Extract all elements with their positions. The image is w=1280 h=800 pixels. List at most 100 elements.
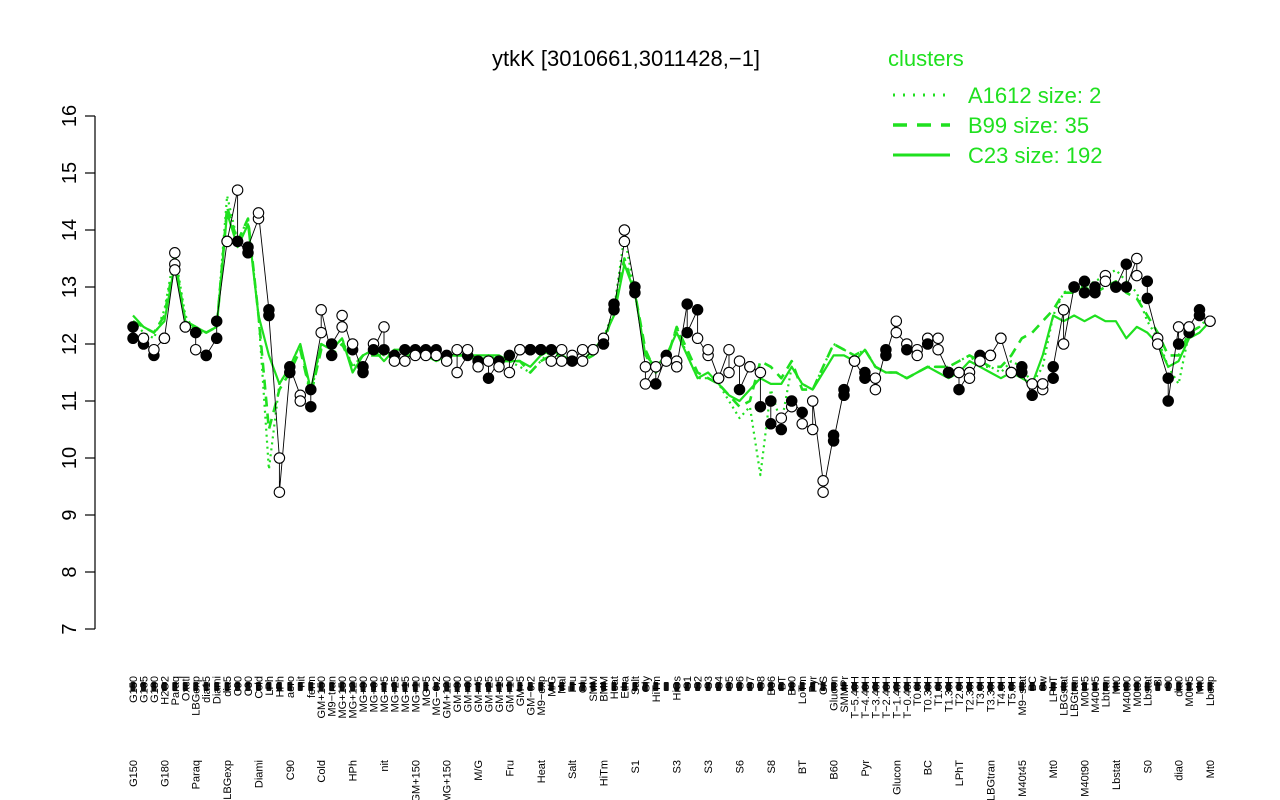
data-point [1141, 292, 1154, 305]
x-tick-mark [831, 682, 837, 691]
x-tick-mark [883, 682, 889, 691]
x-tick-mark [705, 682, 711, 691]
data-point [796, 418, 808, 430]
y-tick-label: 10 [59, 447, 81, 469]
data-point [869, 372, 882, 384]
x-tick-mark [862, 682, 868, 691]
data-point [535, 343, 547, 356]
x-tick-label: T3.0H [975, 676, 987, 706]
x-tick-mark [360, 682, 366, 691]
data-point [1047, 361, 1059, 373]
x-tick-label: MG+150 [442, 760, 454, 800]
x-tick-label: Lbstat [1111, 760, 1123, 790]
x-tick-label: S3 [703, 760, 715, 773]
data-point [650, 361, 662, 373]
data-point [514, 343, 526, 356]
x-tick-label: Mal [557, 676, 569, 694]
data-point [1057, 338, 1070, 350]
x-tick-mark [151, 682, 157, 691]
x-tick-label: C90 [233, 676, 245, 696]
x-tick-label: C30 [243, 676, 255, 696]
x-tick-label: Salt [630, 676, 642, 695]
x-tick-label: M40t45 [1017, 760, 1029, 797]
x-tick-label: HiTm [599, 760, 611, 786]
data-point [775, 412, 788, 424]
data-point [806, 395, 819, 407]
x-tick-label: MG+60 [368, 676, 380, 712]
data-point [294, 395, 307, 407]
x-tick-label: MG−0.2 [431, 676, 443, 715]
x-tick-mark [454, 682, 460, 691]
data-point [890, 315, 903, 327]
x-tick-mark [203, 682, 209, 691]
x-tick-label: M40t90 [1080, 760, 1092, 797]
data-point [399, 343, 411, 356]
x-tick-label: Diami [212, 676, 224, 704]
x-tick-mark [1061, 682, 1067, 691]
data-point [1172, 338, 1185, 350]
x-tick-label: M/G [473, 760, 485, 781]
x-tick-label: MG+5 [421, 676, 433, 706]
data-point [723, 366, 735, 379]
x-tick-label: Paraq [170, 676, 182, 705]
x-tick-label: S4 [714, 676, 726, 689]
x-tick-mark [946, 682, 952, 691]
x-tick-label: LBGtran [985, 760, 997, 800]
x-tick-mark [904, 682, 910, 691]
legend-title: clusters [888, 46, 964, 71]
x-tick-label: S6 [734, 760, 746, 773]
x-tick-label: T−1.40H [891, 676, 903, 719]
x-tick-label: T0.0H [912, 676, 924, 706]
data-point [148, 343, 160, 356]
x-tick-mark [412, 682, 418, 691]
y-tick-label: 9 [59, 509, 81, 520]
x-tick-mark [820, 682, 826, 691]
data-point [336, 321, 348, 333]
x-tick-mark [161, 682, 167, 691]
x-tick-mark [914, 682, 920, 691]
x-tick-label: H2O2 [159, 676, 171, 705]
x-tick-mark [172, 682, 178, 691]
x-tick-label: B60 [787, 676, 799, 696]
data-point [639, 361, 652, 373]
data-point [420, 349, 432, 362]
x-tick-mark [1082, 682, 1088, 691]
x-tick-mark [548, 682, 554, 691]
x-tick-mark [716, 682, 722, 691]
x-tick-label: LBGexp [191, 676, 203, 716]
x-tick-label: GM+120 [442, 676, 454, 719]
x-tick-mark [381, 682, 387, 691]
x-tick-mark [1144, 682, 1150, 691]
x-tick-label: B60 [829, 760, 841, 780]
x-tick-mark [297, 682, 303, 691]
data-point [1068, 281, 1080, 293]
x-tick-mark [1008, 682, 1014, 691]
x-tick-mark [433, 682, 439, 691]
data-point [901, 343, 913, 356]
data-point [880, 349, 892, 362]
x-tick-mark [1123, 682, 1129, 691]
data-point [378, 343, 390, 356]
data-point [325, 349, 338, 362]
x-tick-label: Heat [609, 676, 621, 699]
x-tick-label: LPhT [954, 760, 966, 787]
x-tick-label: dia5 [222, 676, 234, 697]
data-point [210, 332, 223, 345]
x-tick-mark [632, 682, 638, 691]
data-point [158, 332, 171, 345]
x-tick-label: MG+45 [379, 676, 391, 712]
data-point [430, 349, 442, 362]
y-tick-label: 14 [59, 219, 81, 241]
data-point [451, 343, 463, 356]
data-point [231, 235, 244, 248]
data-point [440, 355, 453, 367]
x-tick-label: LPh [264, 676, 276, 696]
x-tick-mark [402, 682, 408, 691]
x-tick-label: Cold [253, 676, 265, 699]
data-point [1036, 378, 1049, 390]
x-tick-mark [140, 682, 146, 691]
x-tick-mark [214, 682, 220, 691]
x-tick-label: T1.30H [944, 676, 956, 712]
x-tick-mark [475, 682, 481, 691]
x-tick-mark [987, 682, 993, 691]
